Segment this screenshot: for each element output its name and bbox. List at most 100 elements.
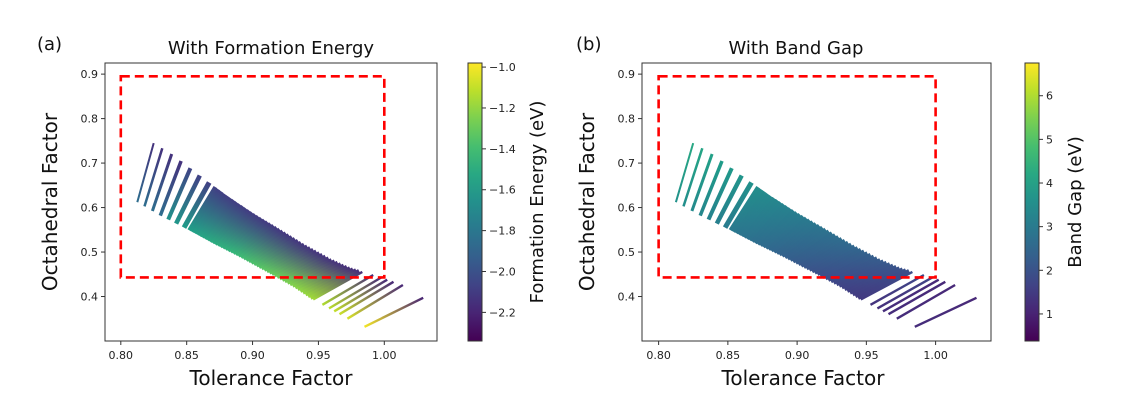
data-streak [273, 249, 318, 278]
data-streak [275, 251, 321, 279]
data-streak [772, 218, 811, 254]
data-streak [213, 207, 248, 246]
data-streak [265, 244, 309, 274]
data-streak [846, 265, 898, 293]
data-streak [805, 240, 850, 271]
data-streak [257, 239, 300, 269]
data-streak [896, 283, 956, 320]
data-streak [205, 201, 239, 242]
data-streak [728, 185, 760, 232]
data-streak [869, 273, 925, 306]
data-streak [838, 260, 888, 288]
data-streak [876, 276, 933, 310]
data-streak [786, 227, 827, 261]
data-streak [808, 242, 853, 272]
data-streak [333, 278, 388, 313]
data-streak [291, 260, 339, 288]
data-streak [249, 233, 291, 265]
data-streak [143, 147, 164, 207]
y-tick-label: 0.4 [618, 291, 636, 304]
x-tick-label: 0.80 [646, 349, 671, 362]
data-streak [226, 216, 263, 253]
data-streak [216, 209, 251, 247]
data-streak [753, 205, 789, 245]
data-streak [210, 205, 245, 245]
data-streak [832, 258, 882, 285]
y-tick-label: 0.4 [81, 291, 99, 304]
data-streak [200, 196, 233, 239]
data-streak [780, 223, 821, 258]
data-streak [791, 231, 834, 264]
data-streak [827, 254, 875, 282]
data-streak [288, 259, 336, 287]
y-tick-label: 0.5 [81, 246, 99, 259]
y-tick-label: 0.7 [81, 157, 99, 170]
data-streak [731, 188, 764, 233]
data-streak [195, 192, 227, 236]
colorbar-tick-label: 4 [1046, 177, 1053, 190]
data-streak [769, 216, 808, 253]
data-streak [281, 254, 327, 282]
colorbar-gradient [467, 62, 483, 342]
colorbar-gradient [1024, 62, 1040, 342]
data-streak [346, 283, 404, 320]
data-streak [764, 213, 802, 250]
colorbar-label-b: Band Gap (eV) [1065, 136, 1086, 268]
x-tick-label: 0.95 [306, 349, 331, 362]
data-streak [799, 237, 843, 268]
colorbar-tick-label: −1.6 [489, 184, 516, 197]
panel-label-a: (a) [37, 34, 62, 55]
data-streak [739, 194, 773, 238]
data-streak [296, 263, 345, 291]
x-tick-label: 1.00 [923, 349, 948, 362]
data-streak [857, 269, 911, 300]
x-tick-label: 1.00 [372, 349, 397, 362]
data-streak [722, 181, 754, 229]
data-streak [750, 203, 786, 243]
y-axis-a: 0.4 0.5 0.6 0.7 0.8 0.9 [81, 68, 105, 304]
data-streak [306, 268, 358, 298]
data-streak [821, 251, 869, 279]
region-box-rect [657, 75, 937, 279]
data-streak [304, 267, 354, 297]
y-tick-label: 0.8 [618, 113, 636, 126]
data-streak [843, 263, 895, 291]
data-streak [158, 160, 183, 217]
data-streak [231, 220, 269, 255]
x-axis-a: 0.80 0.85 0.90 0.95 1.00 [109, 341, 397, 362]
data-streak [778, 222, 818, 257]
data-streak [789, 229, 831, 262]
y-tick-label: 0.6 [618, 202, 636, 215]
panel-a: (a) With Formation Energy 0.80 0.85 0.90 0.… [37, 34, 548, 390]
colorbar-tick-label: 1 [1046, 308, 1053, 321]
data-streak [824, 253, 872, 281]
colorbar-tick-label: 3 [1046, 221, 1053, 234]
data-streak [208, 203, 242, 243]
region-box-a [119, 75, 386, 279]
data-streak [810, 244, 856, 274]
data-streak [150, 153, 174, 212]
region-box-rect [119, 75, 386, 279]
data-streak [690, 153, 714, 212]
data-streak [745, 198, 780, 241]
data-streak [221, 213, 257, 250]
colorbar-tick-label: −1.2 [489, 102, 516, 115]
data-streak [783, 225, 824, 259]
data-streak [174, 174, 202, 225]
data-streak [775, 220, 815, 255]
data-streak [236, 224, 275, 258]
colorbar-label-a: Formation Energy (eV) [527, 101, 548, 304]
y-axis-label-a: Octahedral Factor [38, 112, 62, 291]
data-streak [239, 225, 278, 259]
data-streak [747, 200, 783, 242]
data-streak [192, 190, 224, 235]
data-streak [223, 214, 260, 251]
data-streak [802, 239, 847, 269]
data-streak [301, 266, 351, 295]
x-tick-label: 0.85 [716, 349, 741, 362]
x-axis-label-a: Tolerance Factor [189, 366, 354, 390]
data-streak [756, 207, 792, 246]
data-streak [197, 194, 230, 238]
colorbar-b: 1 2 3 4 5 6 [1024, 62, 1053, 342]
